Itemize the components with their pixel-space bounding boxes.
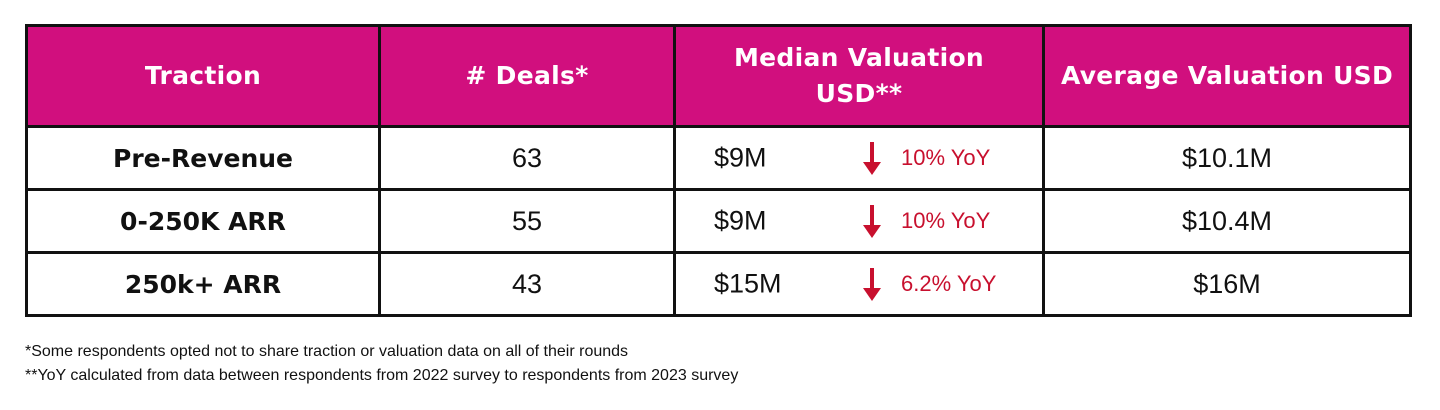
header-median-line2: USD** xyxy=(815,79,903,108)
header-average-valuation: Average Valuation USD xyxy=(1042,24,1412,128)
table-row: 250k+ ARR 43 $15M 6.2% YoY $ xyxy=(25,251,1412,317)
yoy-label: 10% YoY xyxy=(901,208,991,233)
header-row: Traction # Deals* Median Valuation USD**… xyxy=(25,24,1412,128)
traction-cell: Pre-Revenue xyxy=(25,125,381,191)
header-traction: Traction xyxy=(25,24,381,128)
deals-cell: 63 xyxy=(378,125,676,191)
yoy-change: 10% YoY xyxy=(861,203,990,239)
arrow-down-icon xyxy=(863,205,881,238)
valuation-table: Traction # Deals* Median Valuation USD**… xyxy=(25,24,1412,317)
yoy-change: 10% YoY xyxy=(861,140,990,176)
traction-cell: 250k+ ARR xyxy=(25,251,381,317)
average-valuation-cell: $16M xyxy=(1042,251,1412,317)
footnote-deals: *Some respondents opted not to share tra… xyxy=(25,343,629,360)
header-median-line1: Median Valuation xyxy=(733,43,985,72)
yoy-label: 6.2% YoY xyxy=(901,271,997,296)
arrow-down-icon xyxy=(863,142,881,175)
median-valuation-cell: $9M 10% YoY xyxy=(673,188,1045,254)
table-row: 0-250K ARR 55 $9M 10% YoY $1 xyxy=(25,188,1412,254)
table-row: Pre-Revenue 63 $9M 10% YoY $ xyxy=(25,125,1412,191)
median-value: $15M xyxy=(714,268,782,299)
median-valuation-cell: $9M 10% YoY xyxy=(673,125,1045,191)
header-deals: # Deals* xyxy=(378,24,676,128)
median-value: $9M xyxy=(714,205,767,236)
median-valuation-cell: $15M 6.2% YoY xyxy=(673,251,1045,317)
deals-cell: 43 xyxy=(378,251,676,317)
footnote-yoy: **YoY calculated from data between respo… xyxy=(25,367,739,384)
traction-cell: 0-250K ARR xyxy=(25,188,381,254)
footnotes: *Some respondents opted not to share tra… xyxy=(25,340,738,388)
yoy-change: 6.2% YoY xyxy=(861,266,996,302)
average-valuation-cell: $10.4M xyxy=(1042,188,1412,254)
yoy-label: 10% YoY xyxy=(901,145,991,170)
median-value: $9M xyxy=(714,142,767,173)
header-median-valuation: Median Valuation USD** xyxy=(673,24,1045,128)
average-valuation-cell: $10.1M xyxy=(1042,125,1412,191)
deals-cell: 55 xyxy=(378,188,676,254)
arrow-down-icon xyxy=(863,268,881,301)
